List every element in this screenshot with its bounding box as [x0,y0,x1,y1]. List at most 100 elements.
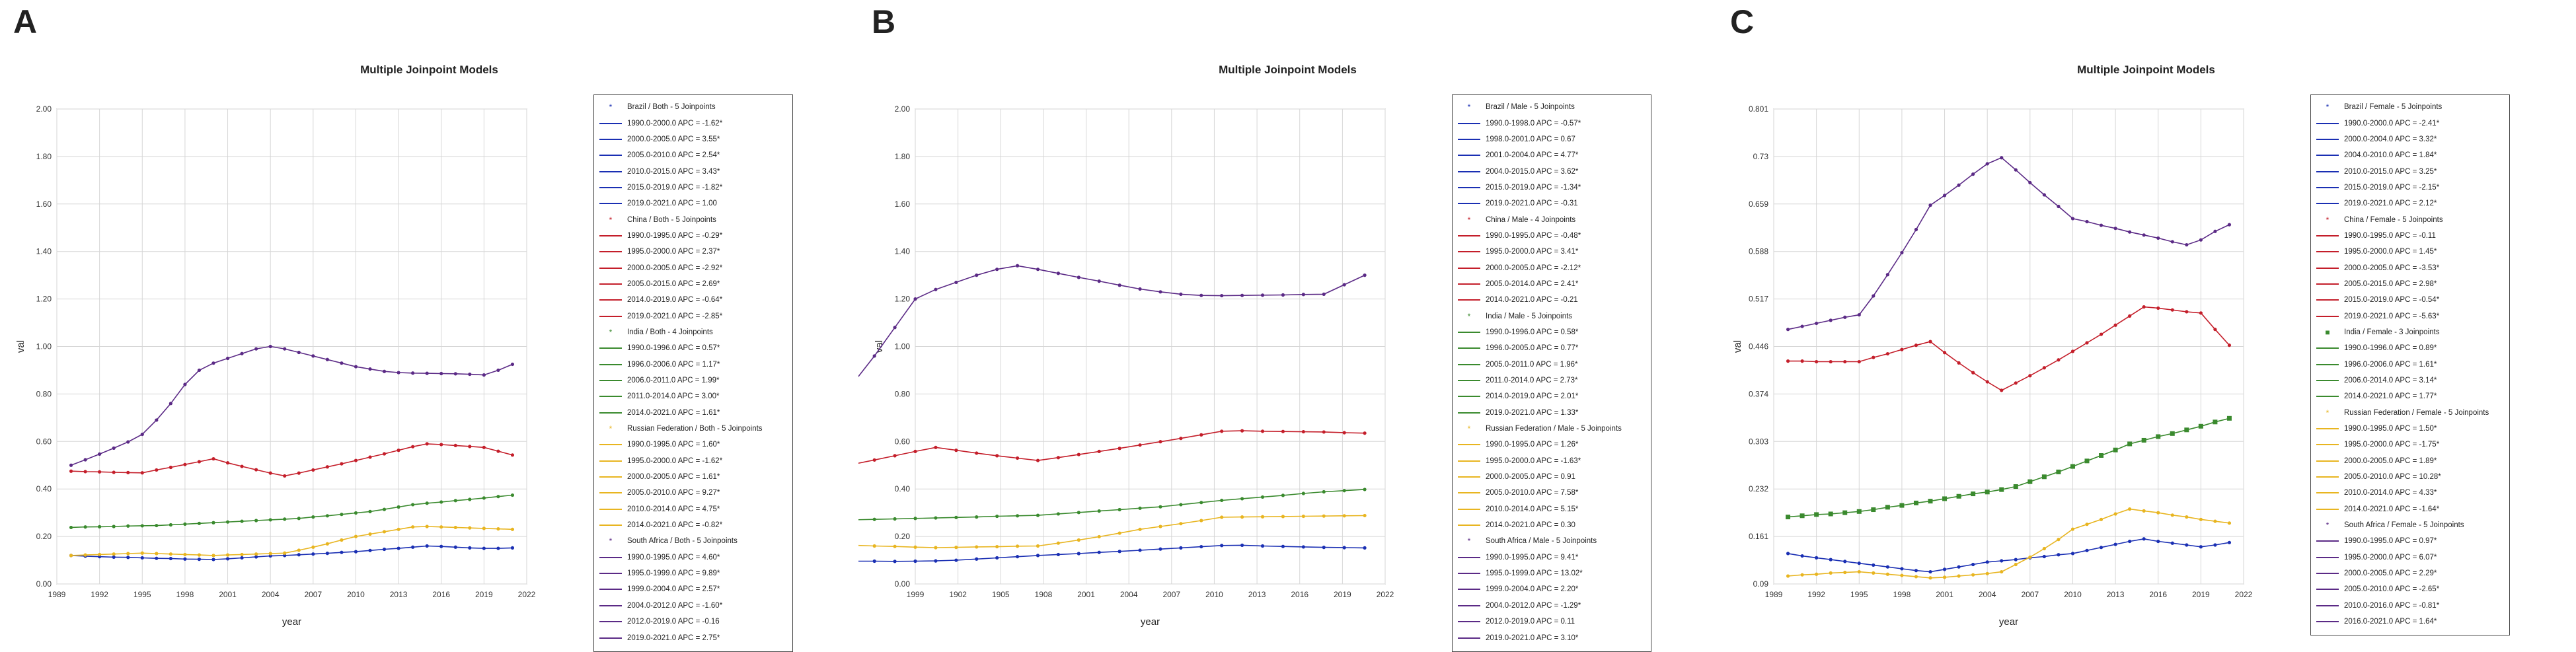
legend-segment-entry: 1990.0-1995.0 APC = 1.26* [1458,437,1647,453]
data-point [1885,565,1889,569]
data-point [311,515,315,519]
data-point [1842,510,1848,515]
data-point [268,554,272,558]
data-point [1914,569,1918,573]
data-point [183,557,187,561]
legend-label: China / Both - 5 Joinpoints [627,215,716,224]
x-tick-label: 1995 [133,590,151,599]
legend-segment-entry: 2016.0-2021.0 APC = 1.64* [2316,614,2505,630]
data-point [954,280,958,285]
data-point [1856,509,1862,514]
data-point [1342,431,1346,435]
data-point [1342,546,1346,550]
data-point [425,501,429,505]
data-point [2014,562,2018,567]
legend-series-header: ■ India / Female - 3 Joinpoints [2316,324,2505,340]
panel-letter: C [1730,3,1755,40]
y-tick-label: 0.73 [1753,152,1769,161]
data-point [382,452,387,456]
legend-line-swatch [599,444,622,446]
data-point [83,553,87,557]
legend-line-swatch [599,283,622,285]
legend-segment-entry: 2012.0-2019.0 APC = -0.16 [599,614,788,630]
legend-segment-entry: 1990.0-1996.0 APC = 0.89* [2316,340,2505,356]
data-point [1056,552,1060,557]
data-point [2142,233,2146,237]
data-point [382,369,387,373]
legend-label: 1990.0-1995.0 APC = 1.60* [627,441,720,449]
legend-label: 1995.0-2000.0 APC = -1.63* [1486,456,1581,465]
y-tick-label: 0.20 [895,532,911,541]
legend-label: Brazil / Male - 5 Joinpoints [1486,103,1575,112]
data-point [2042,546,2046,551]
data-point [240,519,244,523]
legend-line-swatch [599,460,622,462]
legend-segment-entry: 2000.0-2005.0 APC = 1.89* [2316,453,2505,469]
legend-label: South Africa / Female - 5 Joinpoints [2344,521,2464,530]
series-line [1788,306,2230,391]
legend-label: 2015.0-2019.0 APC = -0.54* [2344,296,2440,305]
data-point [325,357,329,361]
y-tick-label: 1.60 [36,199,52,209]
legend-segment-entry: 1990.0-2000.0 APC = -2.41* [2316,115,2505,131]
data-point [1799,513,1805,519]
legend: * Brazil / Female - 5 Joinpoints 1990.0-20… [2310,94,2510,636]
legend-segment-entry: 1995.0-2000.0 APC = -1.62* [599,453,788,469]
data-point [283,517,287,521]
series-line [858,515,1365,548]
data-point [2041,474,2047,480]
legend-marker-icon: * [609,215,613,225]
x-tick-label: 1992 [1807,590,1825,599]
data-point [893,517,897,521]
legend-label: 1995.0-2000.0 APC = -1.75* [2344,441,2440,449]
legend-label: 2011.0-2014.0 APC = 3.00* [627,392,720,401]
legend-line-swatch [599,556,622,558]
data-point [1857,569,1861,574]
data-point [1985,380,1989,384]
data-point [1999,487,2004,492]
data-point [1971,491,1976,497]
data-point [934,546,938,550]
data-point [283,551,287,555]
data-point [112,552,116,556]
legend-marker-icon: * [609,536,613,546]
legend-marker-icon: * [609,327,613,337]
data-point [496,368,500,373]
legend-label: 2019.0-2021.0 APC = -5.63* [2344,312,2440,320]
legend-line-swatch [2316,235,2339,236]
legend-line-swatch [2316,283,2339,285]
data-point [1928,499,1933,504]
data-point [1281,293,1285,297]
data-point [893,544,897,548]
data-point [126,440,130,444]
x-tick-label: 2007 [2021,590,2039,599]
data-point [1829,571,1833,575]
data-point [112,470,116,474]
data-point [1786,515,1791,520]
legend-marker-icon: * [1467,311,1471,321]
legend-label: 2006.0-2014.0 APC = 3.14* [2344,377,2437,385]
legend-line-swatch [599,412,622,414]
data-point [1056,541,1060,545]
data-point [140,432,144,437]
legend-series-header: * Russian Federation / Male - 5 Joinpoint… [1458,421,1647,437]
x-tick-label: 1998 [176,590,194,599]
data-point [1036,554,1040,558]
data-point [211,554,215,558]
data-point [2141,437,2146,443]
data-point [1322,546,1326,550]
data-point [1900,567,1904,571]
legend-line-swatch [599,621,622,623]
data-point [1363,513,1367,518]
legend-label: 2019.0-2021.0 APC = 2.75* [627,634,720,642]
legend-label: 2000.0-2005.0 APC = 3.55* [627,135,720,143]
x-tick-label: 2016 [2149,590,2167,599]
data-point [283,347,287,351]
data-point [1942,496,1948,501]
data-point [183,382,187,386]
legend-label: 2000.0-2005.0 APC = 0.91 [1486,473,1575,482]
data-point [397,527,400,531]
data-point [1942,567,1947,571]
legend-label: 2006.0-2011.0 APC = 1.99* [627,377,720,385]
legend-line-swatch [599,155,622,157]
